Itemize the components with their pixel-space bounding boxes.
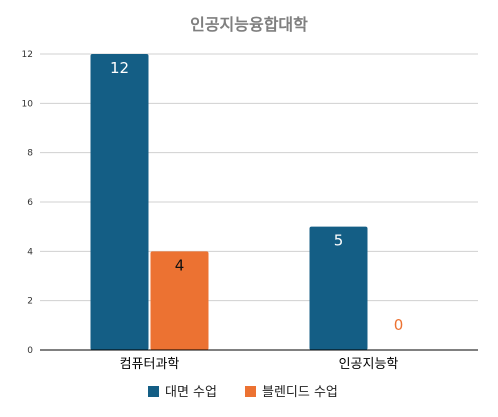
bars bbox=[90, 54, 368, 350]
y-axis-ticks: 0 2 4 6 8 10 12 bbox=[22, 50, 34, 356]
data-label: 5 bbox=[334, 232, 344, 250]
x-axis-categories: 컴퓨터과학 인공지능학 bbox=[120, 357, 399, 372]
y-tick-label: 6 bbox=[27, 198, 33, 208]
chart-title: 인공지능융합대학 bbox=[190, 15, 308, 34]
legend: 대면 수업 블렌디드 수업 bbox=[148, 385, 338, 400]
y-tick-label: 4 bbox=[27, 247, 33, 257]
data-labels: 12 4 5 0 bbox=[110, 59, 403, 334]
legend-swatch bbox=[245, 386, 256, 397]
legend-swatch bbox=[148, 386, 159, 397]
data-label: 4 bbox=[175, 256, 185, 274]
y-tick-label: 0 bbox=[27, 346, 33, 356]
bar bbox=[150, 251, 209, 350]
data-label: 12 bbox=[110, 59, 129, 77]
data-label: 0 bbox=[394, 316, 404, 334]
bar bbox=[90, 54, 149, 350]
y-tick-label: 10 bbox=[22, 99, 34, 109]
legend-label: 블렌디드 수업 bbox=[262, 385, 338, 400]
x-category-label: 컴퓨터과학 bbox=[120, 357, 180, 372]
y-tick-label: 8 bbox=[27, 149, 33, 159]
x-category-label: 인공지능학 bbox=[339, 357, 399, 372]
y-tick-label: 12 bbox=[22, 50, 33, 60]
legend-label: 대면 수업 bbox=[165, 385, 217, 400]
bar bbox=[309, 226, 368, 350]
y-tick-label: 2 bbox=[27, 297, 33, 307]
